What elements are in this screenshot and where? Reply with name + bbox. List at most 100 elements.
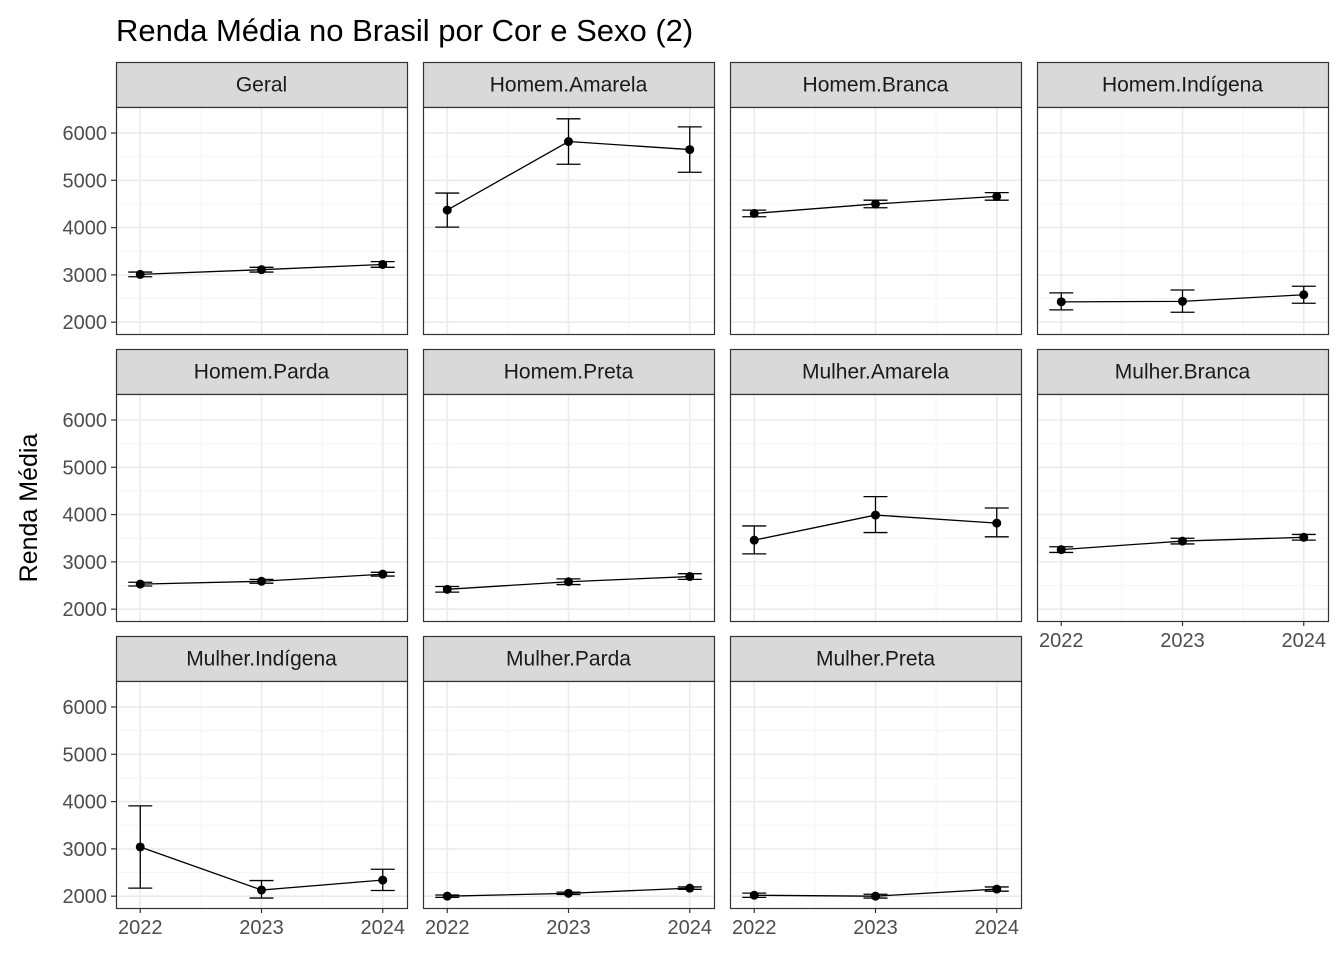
x-tick-label: 2022 bbox=[118, 917, 163, 939]
data-point bbox=[749, 535, 759, 545]
x-tick-label: 2023 bbox=[546, 917, 591, 939]
facet-strip bbox=[729, 348, 1023, 396]
data-point bbox=[135, 842, 145, 852]
facet-strip bbox=[422, 635, 716, 683]
panel-border bbox=[729, 393, 1023, 623]
data-point bbox=[442, 584, 452, 594]
facet-strip-label: Geral bbox=[236, 74, 287, 97]
data-point bbox=[749, 208, 759, 218]
x-tick-label: 2022 bbox=[732, 917, 777, 939]
x-tick-label: 2024 bbox=[361, 917, 406, 939]
facet-panel: Mulher.Branca 2022 2023 2024 bbox=[1036, 348, 1330, 652]
data-point bbox=[378, 875, 388, 885]
data-point bbox=[871, 510, 880, 520]
x-tick-label: 2024 bbox=[975, 917, 1020, 939]
panel-border bbox=[115, 106, 409, 336]
facet-panel: Mulher.Indígena 2000 3000 4000 5000 6000 2022 2… bbox=[63, 635, 409, 939]
data-point bbox=[442, 205, 452, 215]
panel-border bbox=[422, 106, 716, 336]
facet-panel: Geral 2000 3000 4000 5000 6000 bbox=[63, 61, 409, 336]
y-axis-label: Renda Média bbox=[15, 434, 43, 583]
data-point bbox=[749, 890, 759, 900]
y-tick-label: 5000 bbox=[63, 457, 108, 479]
y-tick-label: 6000 bbox=[63, 410, 108, 432]
y-tick-label: 6000 bbox=[63, 697, 108, 719]
facet-panel: Mulher.Preta 2022 2023 2024 bbox=[729, 635, 1023, 939]
data-point bbox=[564, 577, 573, 587]
x-tick-label: 2023 bbox=[1160, 630, 1205, 652]
facet-panel: Homem.Preta bbox=[422, 348, 716, 623]
y-tick-label: 4000 bbox=[63, 505, 108, 527]
y-tick-label: 5000 bbox=[63, 744, 108, 766]
data-point bbox=[1056, 545, 1066, 555]
data-point bbox=[257, 265, 266, 275]
data-point bbox=[442, 891, 452, 901]
data-point bbox=[1056, 297, 1066, 307]
panel-border bbox=[115, 393, 409, 623]
x-tick-label: 2023 bbox=[239, 917, 284, 939]
facet-strip-label: Mulher.Branca bbox=[1115, 361, 1251, 384]
y-tick-label: 3000 bbox=[63, 839, 108, 861]
panel-border bbox=[729, 106, 1023, 336]
facet-strip-label: Mulher.Preta bbox=[816, 648, 935, 671]
data-point bbox=[1299, 290, 1309, 300]
facet-strip-label: Mulher.Amarela bbox=[802, 361, 949, 384]
facet-strip-label: Mulher.Indígena bbox=[186, 648, 337, 671]
data-point bbox=[992, 191, 1002, 201]
facet-panel: Homem.Indígena bbox=[1036, 61, 1330, 336]
y-tick-label: 4000 bbox=[63, 218, 108, 240]
facet-strip bbox=[115, 348, 409, 396]
x-tick-label: 2024 bbox=[668, 917, 713, 939]
facet-strip bbox=[1036, 348, 1330, 396]
facet-strip-label: Homem.Indígena bbox=[1102, 74, 1263, 97]
data-point bbox=[992, 884, 1002, 894]
data-point bbox=[378, 259, 388, 269]
facet-strip-label: Homem.Preta bbox=[504, 361, 634, 384]
data-point bbox=[378, 569, 388, 579]
data-point bbox=[564, 888, 573, 898]
data-point bbox=[257, 885, 266, 895]
y-tick-label: 3000 bbox=[63, 265, 108, 287]
chart-title: Renda Média no Brasil por Cor e Sexo (2) bbox=[116, 13, 693, 48]
data-point bbox=[871, 891, 880, 901]
y-tick-label: 6000 bbox=[63, 123, 108, 145]
data-point bbox=[871, 199, 880, 209]
x-tick-label: 2023 bbox=[853, 917, 898, 939]
data-point bbox=[257, 576, 266, 586]
data-point bbox=[135, 579, 145, 589]
facet-strip bbox=[115, 61, 409, 109]
data-point bbox=[1299, 532, 1309, 542]
data-point bbox=[1178, 536, 1187, 546]
facet-strip bbox=[115, 635, 409, 683]
facet-strip-label: Homem.Parda bbox=[194, 361, 330, 384]
y-tick-label: 2000 bbox=[63, 312, 108, 334]
y-tick-label: 5000 bbox=[63, 170, 108, 192]
facet-panel: Mulher.Parda 2022 2023 2024 bbox=[422, 635, 716, 939]
facet-panel: Homem.Branca bbox=[729, 61, 1023, 336]
panel-border bbox=[422, 393, 716, 623]
facet-strip-label: Mulher.Parda bbox=[506, 648, 631, 671]
y-tick-label: 2000 bbox=[63, 886, 108, 908]
data-point bbox=[135, 269, 145, 279]
facet-panels: Geral 2000 3000 4000 5000 6000 Homem.Amarela Ho… bbox=[63, 61, 1330, 939]
data-point bbox=[564, 137, 573, 147]
facet-panel: Homem.Amarela bbox=[422, 61, 716, 336]
x-tick-label: 2022 bbox=[1039, 630, 1084, 652]
y-tick-label: 3000 bbox=[63, 552, 108, 574]
x-tick-label: 2024 bbox=[1282, 630, 1327, 652]
facet-panel: Homem.Parda 2000 3000 4000 5000 6000 bbox=[63, 348, 409, 623]
data-point bbox=[685, 883, 695, 893]
facet-strip bbox=[422, 61, 716, 109]
facet-strip-label: Homem.Branca bbox=[803, 74, 949, 97]
facet-panel: Mulher.Amarela bbox=[729, 348, 1023, 623]
facet-strip bbox=[1036, 61, 1330, 109]
facet-strip-label: Homem.Amarela bbox=[490, 74, 648, 97]
x-tick-label: 2022 bbox=[425, 917, 470, 939]
data-point bbox=[685, 572, 695, 582]
data-point bbox=[685, 145, 695, 155]
panel-border bbox=[1036, 106, 1330, 336]
y-tick-label: 4000 bbox=[63, 792, 108, 814]
data-point bbox=[1178, 296, 1187, 306]
data-point bbox=[992, 518, 1002, 528]
